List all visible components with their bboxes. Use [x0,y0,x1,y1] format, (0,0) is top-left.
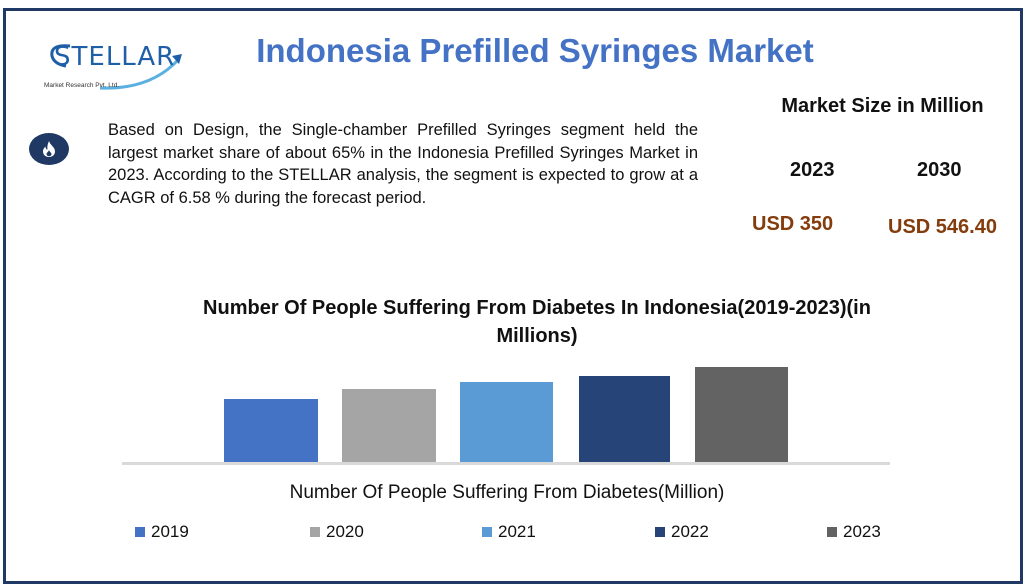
x-axis-title: Number Of People Suffering From Diabetes… [289,482,725,503]
legend-label: 2021 [498,522,536,541]
x-axis-line [122,462,890,465]
flame-icon [29,133,69,165]
page-title: Indonesia Prefilled Syringes Market [256,32,814,69]
legend-item-2020: 2020 [310,522,364,542]
logo-swoosh-icon [50,44,182,90]
market-year-2030: 2030 [917,159,962,181]
legend-swatch-icon [827,527,837,537]
legend-item-2022: 2022 [655,522,709,542]
legend-label: 2020 [326,522,364,541]
legend-item-2023: 2023 [827,522,881,542]
market-value-2030: USD 546.40 [888,216,997,238]
bar-2019 [224,399,318,462]
legend-item-2021: 2021 [482,522,536,542]
bar-chart-plot [122,356,890,465]
legend-label: 2019 [151,522,189,541]
logo-text: STELLAR [54,42,176,72]
legend-swatch-icon [135,527,145,537]
bar-2022 [579,376,670,462]
logo-subtitle: Market Research Pvt. Ltd. [44,82,120,89]
legend-swatch-icon [655,527,665,537]
market-size-title: Market Size in Million [781,95,984,117]
infographic-frame [3,8,1023,584]
summary-text: Based on Design, the Single-chamber Pref… [108,121,698,207]
bar-2021 [460,382,553,462]
market-year-2023: 2023 [790,159,835,181]
chart-title: Number Of People Suffering From Diabetes… [203,297,871,347]
bar-2023 [695,367,788,462]
legend-label: 2022 [671,522,709,541]
legend-swatch-icon [310,527,320,537]
legend-item-2019: 2019 [135,522,189,542]
stellar-logo: STELLAR Market Research Pvt. Ltd. [40,38,190,98]
legend-swatch-icon [482,527,492,537]
market-value-2023: USD 350 [752,213,834,235]
bar-2020 [342,389,436,462]
legend-label: 2023 [843,522,881,541]
